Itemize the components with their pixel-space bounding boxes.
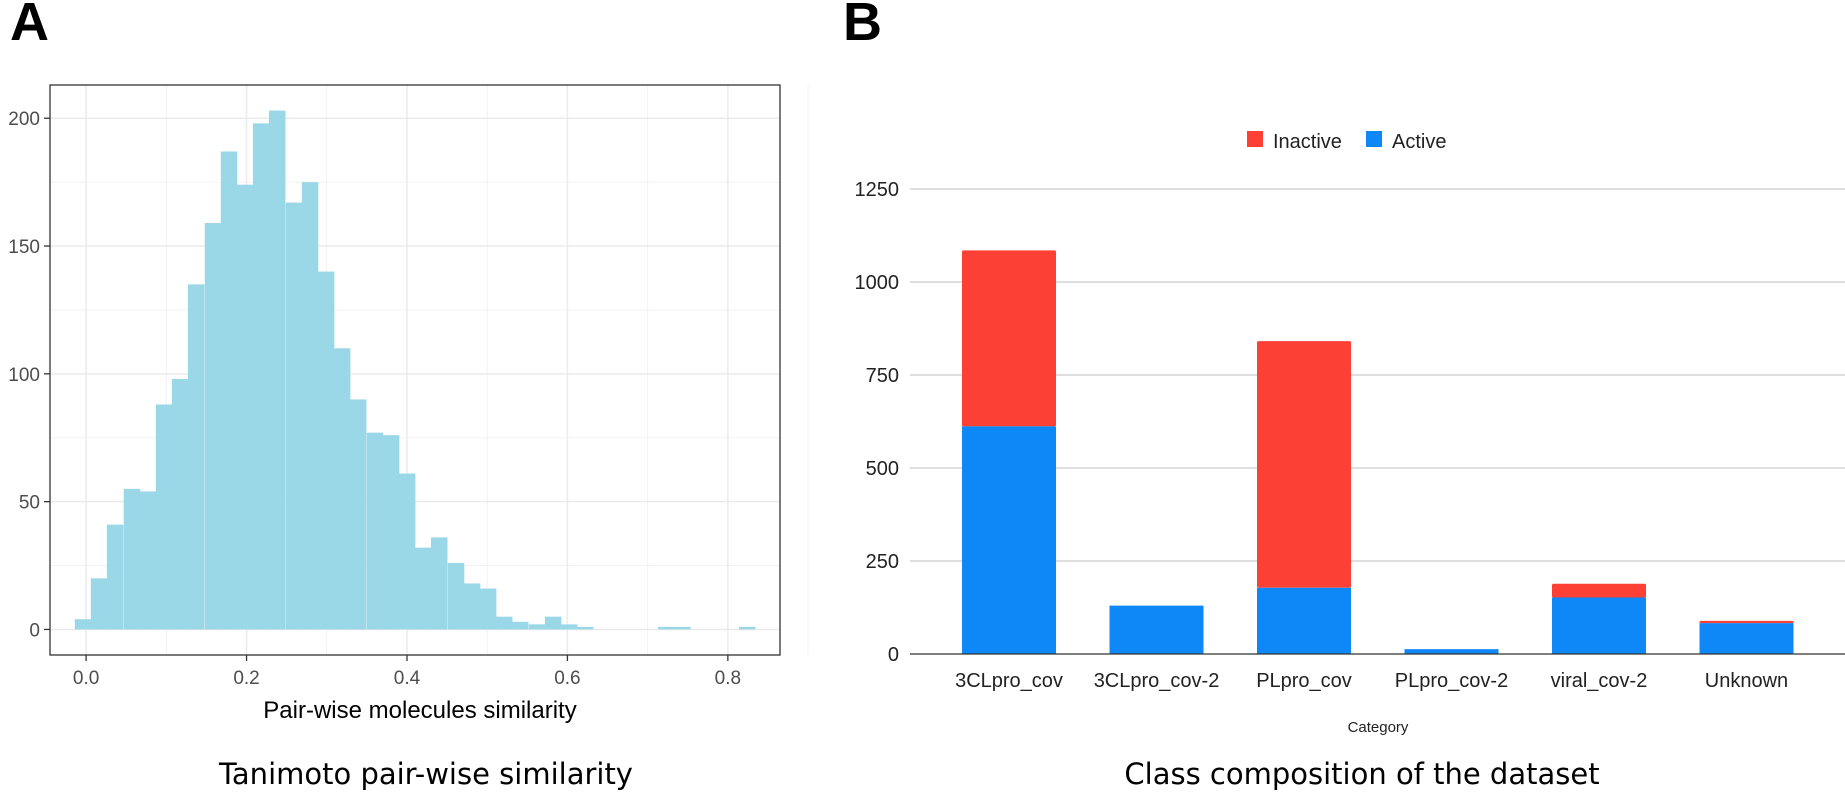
stacked-bar-x-tick-label: 3CLpro_cov [955, 670, 1063, 692]
stacked-bar-active [1404, 649, 1499, 654]
histogram-bar [528, 624, 546, 630]
stacked-bar-active [1257, 587, 1351, 654]
stacked-bar-y-axis: 0 250 500 750 1000 1250 [855, 179, 900, 666]
legend-swatch-inactive [1247, 131, 1263, 147]
stacked-bar-y-tick-label: 0 [888, 644, 899, 666]
histogram-bar [463, 583, 481, 630]
stacked-bar-x-tick-label: Unknown [1705, 670, 1788, 692]
histogram-plot-border [49, 84, 781, 656]
caption-panel-a: Tanimoto pair-wise similarity [218, 757, 633, 791]
histogram-bar [106, 524, 124, 630]
histogram-x-tick-label: 0.0 [73, 668, 99, 689]
stacked-bar-active [962, 426, 1056, 654]
histogram-bar [560, 624, 578, 630]
stacked-bar-active [1699, 623, 1794, 654]
histogram-bar [317, 271, 335, 630]
stacked-bar-inactive [1552, 583, 1646, 598]
legend-label-active: Active [1392, 131, 1446, 153]
histogram-x-tick-label: 0.4 [394, 668, 421, 689]
legend-swatch-active [1366, 131, 1382, 147]
stacked-bar-y-tick-label: 750 [866, 365, 899, 387]
panel-b-letter: B [843, 0, 882, 52]
histogram-bar [349, 399, 367, 630]
histogram-bar [155, 404, 173, 630]
histogram-bar [382, 435, 400, 630]
histogram-y-tick-label: 0 [29, 620, 40, 641]
histogram-bar [204, 223, 222, 630]
histogram-bar [447, 562, 465, 630]
histogram-bar [90, 578, 108, 630]
histogram-bar [171, 378, 189, 630]
histogram-y-tick-label: 100 [8, 365, 40, 386]
histogram-bar [544, 616, 562, 630]
histogram-bar [301, 182, 319, 630]
histogram-bar [366, 432, 384, 630]
stacked-bar-legend: Inactive Active [1247, 131, 1446, 153]
legend-label-inactive: Inactive [1273, 131, 1342, 153]
histogram-chart: 0 50 100 150 200 0.0 0.2 0.4 0.6 0.8 Pair-wise m… [8, 84, 809, 724]
histogram-x-tick-label: 0.8 [715, 668, 741, 689]
panel-a-letter: A [10, 0, 49, 52]
histogram-y-axis: 0 50 100 150 200 [8, 109, 50, 641]
stacked-bar-inactive [1699, 620, 1794, 624]
histogram-bar [252, 123, 270, 630]
histogram-bars [74, 110, 756, 630]
stacked-bar-chart: Inactive Active 0 250 500 750 1000 1250 3CLpr… [855, 131, 1845, 736]
stacked-bar-x-axis-title: Category [1348, 719, 1409, 736]
stacked-bar-y-tick-label: 500 [866, 458, 899, 480]
histogram-bar [220, 151, 238, 630]
stacked-bar-x-tick-label: viral_cov-2 [1551, 670, 1648, 692]
stacked-bar-y-tick-label: 1250 [855, 179, 900, 201]
histogram-y-tick-label: 50 [19, 493, 40, 514]
histogram-bar [657, 626, 675, 630]
histogram-bar [333, 348, 351, 630]
histogram-bar [74, 619, 92, 630]
histogram-bar [285, 202, 303, 630]
histogram-bar [139, 491, 157, 630]
stacked-bar-inactive [962, 250, 1056, 427]
histogram-bar [739, 626, 756, 630]
histogram-bar [398, 473, 416, 630]
stacked-bar-x-tick-label: 3CLpro_cov-2 [1094, 670, 1220, 692]
histogram-bar [268, 110, 286, 630]
stacked-bar-y-tick-label: 250 [866, 551, 899, 573]
histogram-bar [674, 626, 691, 630]
histogram-bar [123, 488, 141, 630]
histogram-bar [187, 284, 205, 630]
histogram-x-tick-label: 0.2 [233, 668, 259, 689]
histogram-bar [495, 616, 513, 630]
histogram-y-tick-label: 150 [8, 237, 40, 258]
stacked-bar-inactive [1257, 341, 1351, 588]
histogram-x-axis: 0.0 0.2 0.4 0.6 0.8 [73, 655, 741, 689]
histogram-bar [236, 184, 254, 630]
stacked-bar-x-tick-label: PLpro_cov [1256, 670, 1352, 692]
histogram-bar [479, 588, 497, 630]
stacked-bar-active [1552, 597, 1646, 654]
histogram-y-tick-label: 200 [8, 109, 40, 130]
histogram-x-tick-label: 0.6 [554, 668, 580, 689]
histogram-bar [511, 621, 529, 630]
caption-panel-b: Class composition of the dataset [1124, 757, 1599, 791]
stacked-bars [962, 250, 1794, 654]
histogram-bar [414, 547, 432, 630]
stacked-bar-x-tick-label: PLpro_cov-2 [1395, 670, 1508, 692]
stacked-bar-gridlines [910, 188, 1845, 562]
histogram-x-axis-title: Pair-wise molecules similarity [263, 697, 576, 724]
stacked-bar-x-axis: 3CLpro_cov 3CLpro_cov-2 PLpro_cov PLpro_cov… [955, 670, 1788, 692]
stacked-bar-active [1109, 605, 1204, 654]
histogram-bar [430, 537, 448, 630]
histogram-bar [576, 626, 594, 630]
stacked-bar-y-tick-label: 1000 [855, 272, 900, 294]
